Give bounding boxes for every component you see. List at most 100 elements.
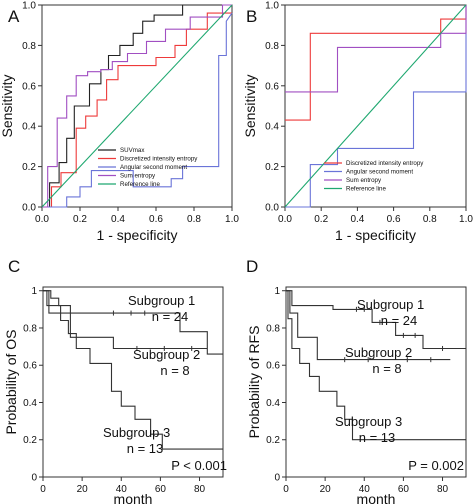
x-tick-label: 40 [359, 484, 371, 495]
y-tick-label: 0.8 [266, 323, 280, 334]
legend-label: Angular second moment [120, 164, 187, 171]
y-tick-label: 0.4 [266, 398, 280, 409]
subgroup-label: Subgroup 3 [335, 414, 402, 429]
legend-label: Reference line [346, 186, 386, 193]
x-tick-label: 0.2 [314, 214, 328, 225]
panel-letter: C [8, 257, 20, 276]
legend-label: Sum entropy [120, 173, 156, 180]
x-tick-label: 40 [116, 484, 128, 495]
panel-letter: A [8, 7, 20, 26]
x-axis-title: month [357, 491, 396, 504]
x-tick-label: 20 [77, 484, 89, 495]
x-tick-label: 0 [283, 484, 289, 495]
y-tick-label: 1 [31, 286, 37, 297]
subgroup-n: n = 13 [127, 441, 164, 456]
x-axis-title: month [114, 491, 153, 504]
x-tick-label: 0.8 [187, 214, 201, 225]
p-value: P = 0.002 [408, 458, 464, 473]
y-axis-title: Sensitivity [0, 74, 15, 137]
y-axis-title: Probability of RFS [246, 326, 262, 439]
series-line-subgroup-2 [286, 290, 451, 361]
series-line-angular-second-moment [42, 12, 233, 208]
y-tick-label: 1.0 [265, 1, 279, 12]
y-tick-label: 0.6 [266, 361, 280, 372]
x-tick-label: 0.8 [423, 214, 437, 225]
subgroup-label: Subgroup 2 [345, 345, 412, 360]
y-tick-label: 0 [31, 473, 37, 484]
y-tick-label: 0.8 [22, 41, 36, 52]
plot-frame [284, 4, 467, 208]
y-tick-label: 0 [274, 473, 280, 484]
panel-c: C 0 20 40 60 80 0 0.2 0.4 0.6 0.8 1 month Probability… [3, 257, 227, 504]
y-tick-label: 0.2 [23, 435, 37, 446]
x-tick-label: 0 [40, 484, 46, 495]
y-tick-label: 0.0 [265, 203, 279, 214]
panel-letter: D [246, 257, 258, 276]
series-line-discretized-intensity-entropy [42, 12, 232, 208]
subgroup-n: n = 8 [160, 363, 189, 378]
subgroup-n: n = 24 [152, 309, 189, 324]
panel-b: B 0.0 0.2 0.4 0.6 0.8 1.0 0.0 0.2 0.4 0.6 0.8 1.0 1 -… [242, 1, 473, 244]
subgroup-n: n = 24 [381, 313, 418, 328]
x-tick-label: 60 [155, 484, 167, 495]
x-tick-label: 0.4 [111, 214, 125, 225]
x-tick-label: 0.4 [350, 214, 364, 225]
series-line-sum-entropy [285, 5, 467, 93]
x-tick-label: 1.0 [225, 214, 239, 225]
x-tick-label: 0.6 [387, 214, 401, 225]
subgroup-label: Subgroup 3 [103, 425, 170, 440]
series-line-subgroup-3 [43, 290, 223, 450]
plot-frame [42, 286, 224, 478]
x-tick-label: 0.0 [278, 214, 292, 225]
series-line-subgroup-3 [286, 290, 466, 441]
x-axis-title: 1 - specificity [335, 227, 416, 243]
series-line-subgroup-2 [43, 290, 208, 350]
y-tick-label: 0.6 [265, 81, 279, 92]
subgroup-label: Subgroup 1 [357, 297, 424, 312]
panel-d: D 0 20 40 60 80 0 0.2 0.4 0.6 0.8 1 month Probability… [246, 257, 467, 504]
y-tick-label: 1.0 [22, 1, 36, 12]
y-tick-label: 0.4 [265, 122, 279, 133]
series-line-reference-line [41, 4, 233, 208]
panel-a: A 0.0 0.2 0.4 0.6 0.8 1.0 0.0 0.2 0.4 0.6 0.8 1.0 1 -… [0, 1, 239, 244]
plot-frame [285, 286, 467, 478]
y-tick-label: 1 [274, 286, 280, 297]
y-tick-label: 0.8 [23, 323, 37, 334]
series-line-reference-line [284, 4, 467, 208]
y-tick-label: 0.2 [266, 435, 280, 446]
subgroup-n: n = 13 [359, 430, 396, 445]
y-tick-label: 0.6 [22, 81, 36, 92]
legend-label: Sum entropy [346, 177, 382, 184]
y-tick-label: 0.2 [265, 162, 279, 173]
x-tick-label: 0.6 [149, 214, 163, 225]
x-tick-label: 1.0 [459, 214, 473, 225]
series-line-discretized-intensity-entropy [285, 5, 467, 121]
x-tick-label: 60 [398, 484, 410, 495]
x-tick-label: 80 [437, 484, 449, 495]
subgroup-n: n = 8 [372, 361, 401, 376]
subgroup-label: Subgroup 1 [128, 293, 195, 308]
legend-label: SUVmax [120, 147, 145, 154]
panel-letter: B [246, 7, 257, 26]
series-line-sum-entropy [42, 4, 232, 208]
y-tick-label: 0.6 [23, 361, 37, 372]
legend-label: Reference line [120, 181, 160, 188]
y-tick-label: 0.0 [22, 203, 36, 214]
x-tick-label: 0.0 [35, 214, 49, 225]
y-axis-title: Probability of OS [3, 329, 19, 434]
plot-frame [41, 4, 233, 208]
y-tick-label: 0.8 [265, 41, 279, 52]
x-axis-title: 1 - specificity [97, 227, 178, 243]
legend-label: Discretized intensity entropy [346, 160, 424, 167]
y-tick-label: 0.4 [23, 398, 37, 409]
p-value: P < 0.001 [171, 458, 227, 473]
x-tick-label: 80 [194, 484, 206, 495]
x-tick-label: 0.2 [73, 214, 87, 225]
subgroup-label: Subgroup 2 [133, 347, 200, 362]
y-axis-title: Sensitivity [242, 74, 258, 137]
series-line-subgroup-1 [286, 290, 466, 350]
x-tick-label: 20 [320, 484, 332, 495]
legend-label: Angular second moment [346, 169, 413, 176]
y-tick-label: 0.4 [22, 122, 36, 133]
